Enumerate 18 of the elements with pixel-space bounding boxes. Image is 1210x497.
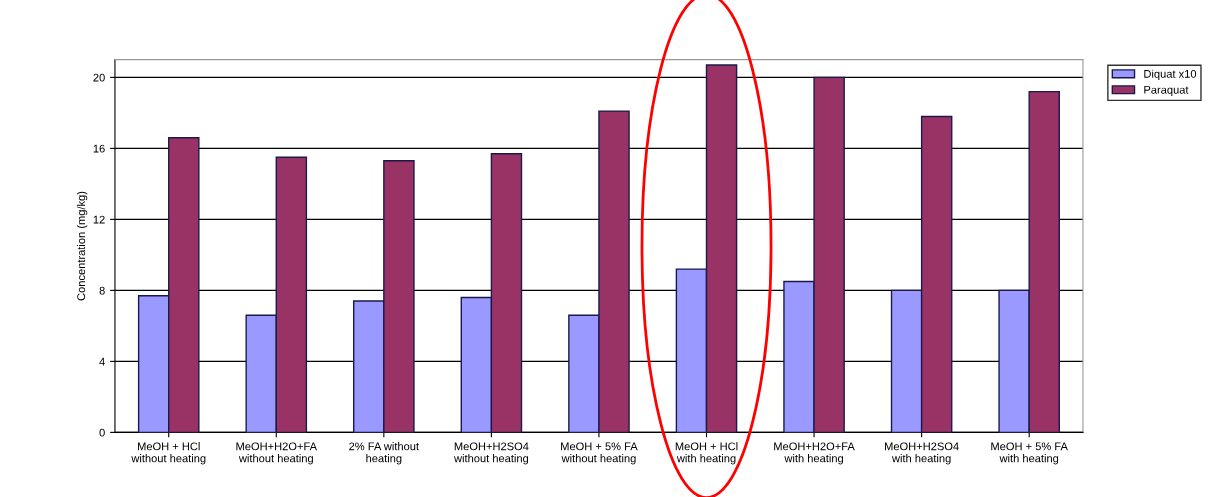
- x-tick-label: MeOH+H2O+FA with heating: [774, 442, 855, 465]
- y-tick-label: 20: [93, 73, 105, 82]
- x-tick-label: MeOH+H2SO4 with heating: [885, 442, 959, 465]
- x-tick-label: MeOH+H2O+FA without heating: [236, 442, 318, 465]
- y-tick-label: 16: [93, 144, 105, 153]
- x-tick-label: MeOH + HCl without heating: [131, 442, 206, 465]
- x-tick-label: 2% FA without heating: [349, 442, 419, 465]
- y-tick-label: 0: [99, 428, 105, 437]
- x-tick-label: MeOH + HCl with heating: [675, 442, 738, 465]
- y-tick-label: 8: [99, 286, 105, 295]
- legend-label: Paraquat: [1144, 85, 1189, 96]
- y-tick-label: 12: [93, 215, 105, 224]
- x-tick-label: MeOH + 5% FA with heating: [991, 442, 1068, 465]
- y-tick-label: 4: [99, 357, 105, 366]
- legend-label: Diquat x10: [1144, 69, 1197, 80]
- x-tick-label: MeOH+H2SO4 without heating: [454, 442, 529, 465]
- y-axis-title: Concentration (mg/kg): [76, 191, 88, 301]
- x-tick-label: MeOH + 5% FA without heating: [561, 442, 638, 465]
